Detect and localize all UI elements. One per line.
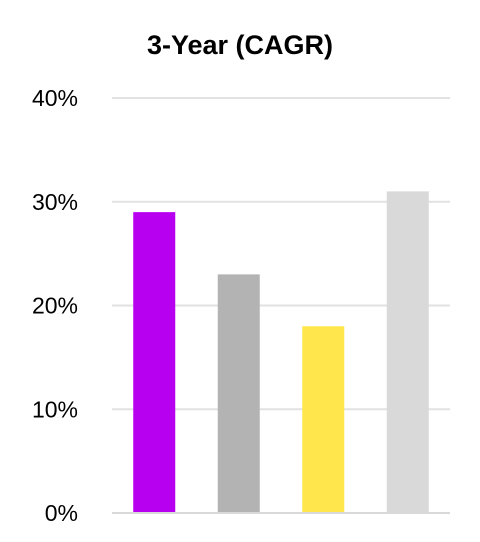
- bar: [302, 326, 345, 513]
- y-tick-label: 20%: [32, 293, 78, 319]
- y-tick-label: 40%: [32, 85, 78, 111]
- y-axis-ticks: 0% 10% 20% 30% 40%: [32, 85, 78, 526]
- bar: [133, 212, 176, 513]
- y-tick-label: 10%: [32, 396, 78, 422]
- bars: [133, 191, 429, 513]
- bar: [386, 191, 429, 513]
- chart-title: 3-Year (CAGR): [147, 30, 333, 60]
- bar: [217, 274, 260, 513]
- y-tick-label: 0%: [45, 500, 78, 526]
- y-tick-label: 30%: [32, 189, 78, 215]
